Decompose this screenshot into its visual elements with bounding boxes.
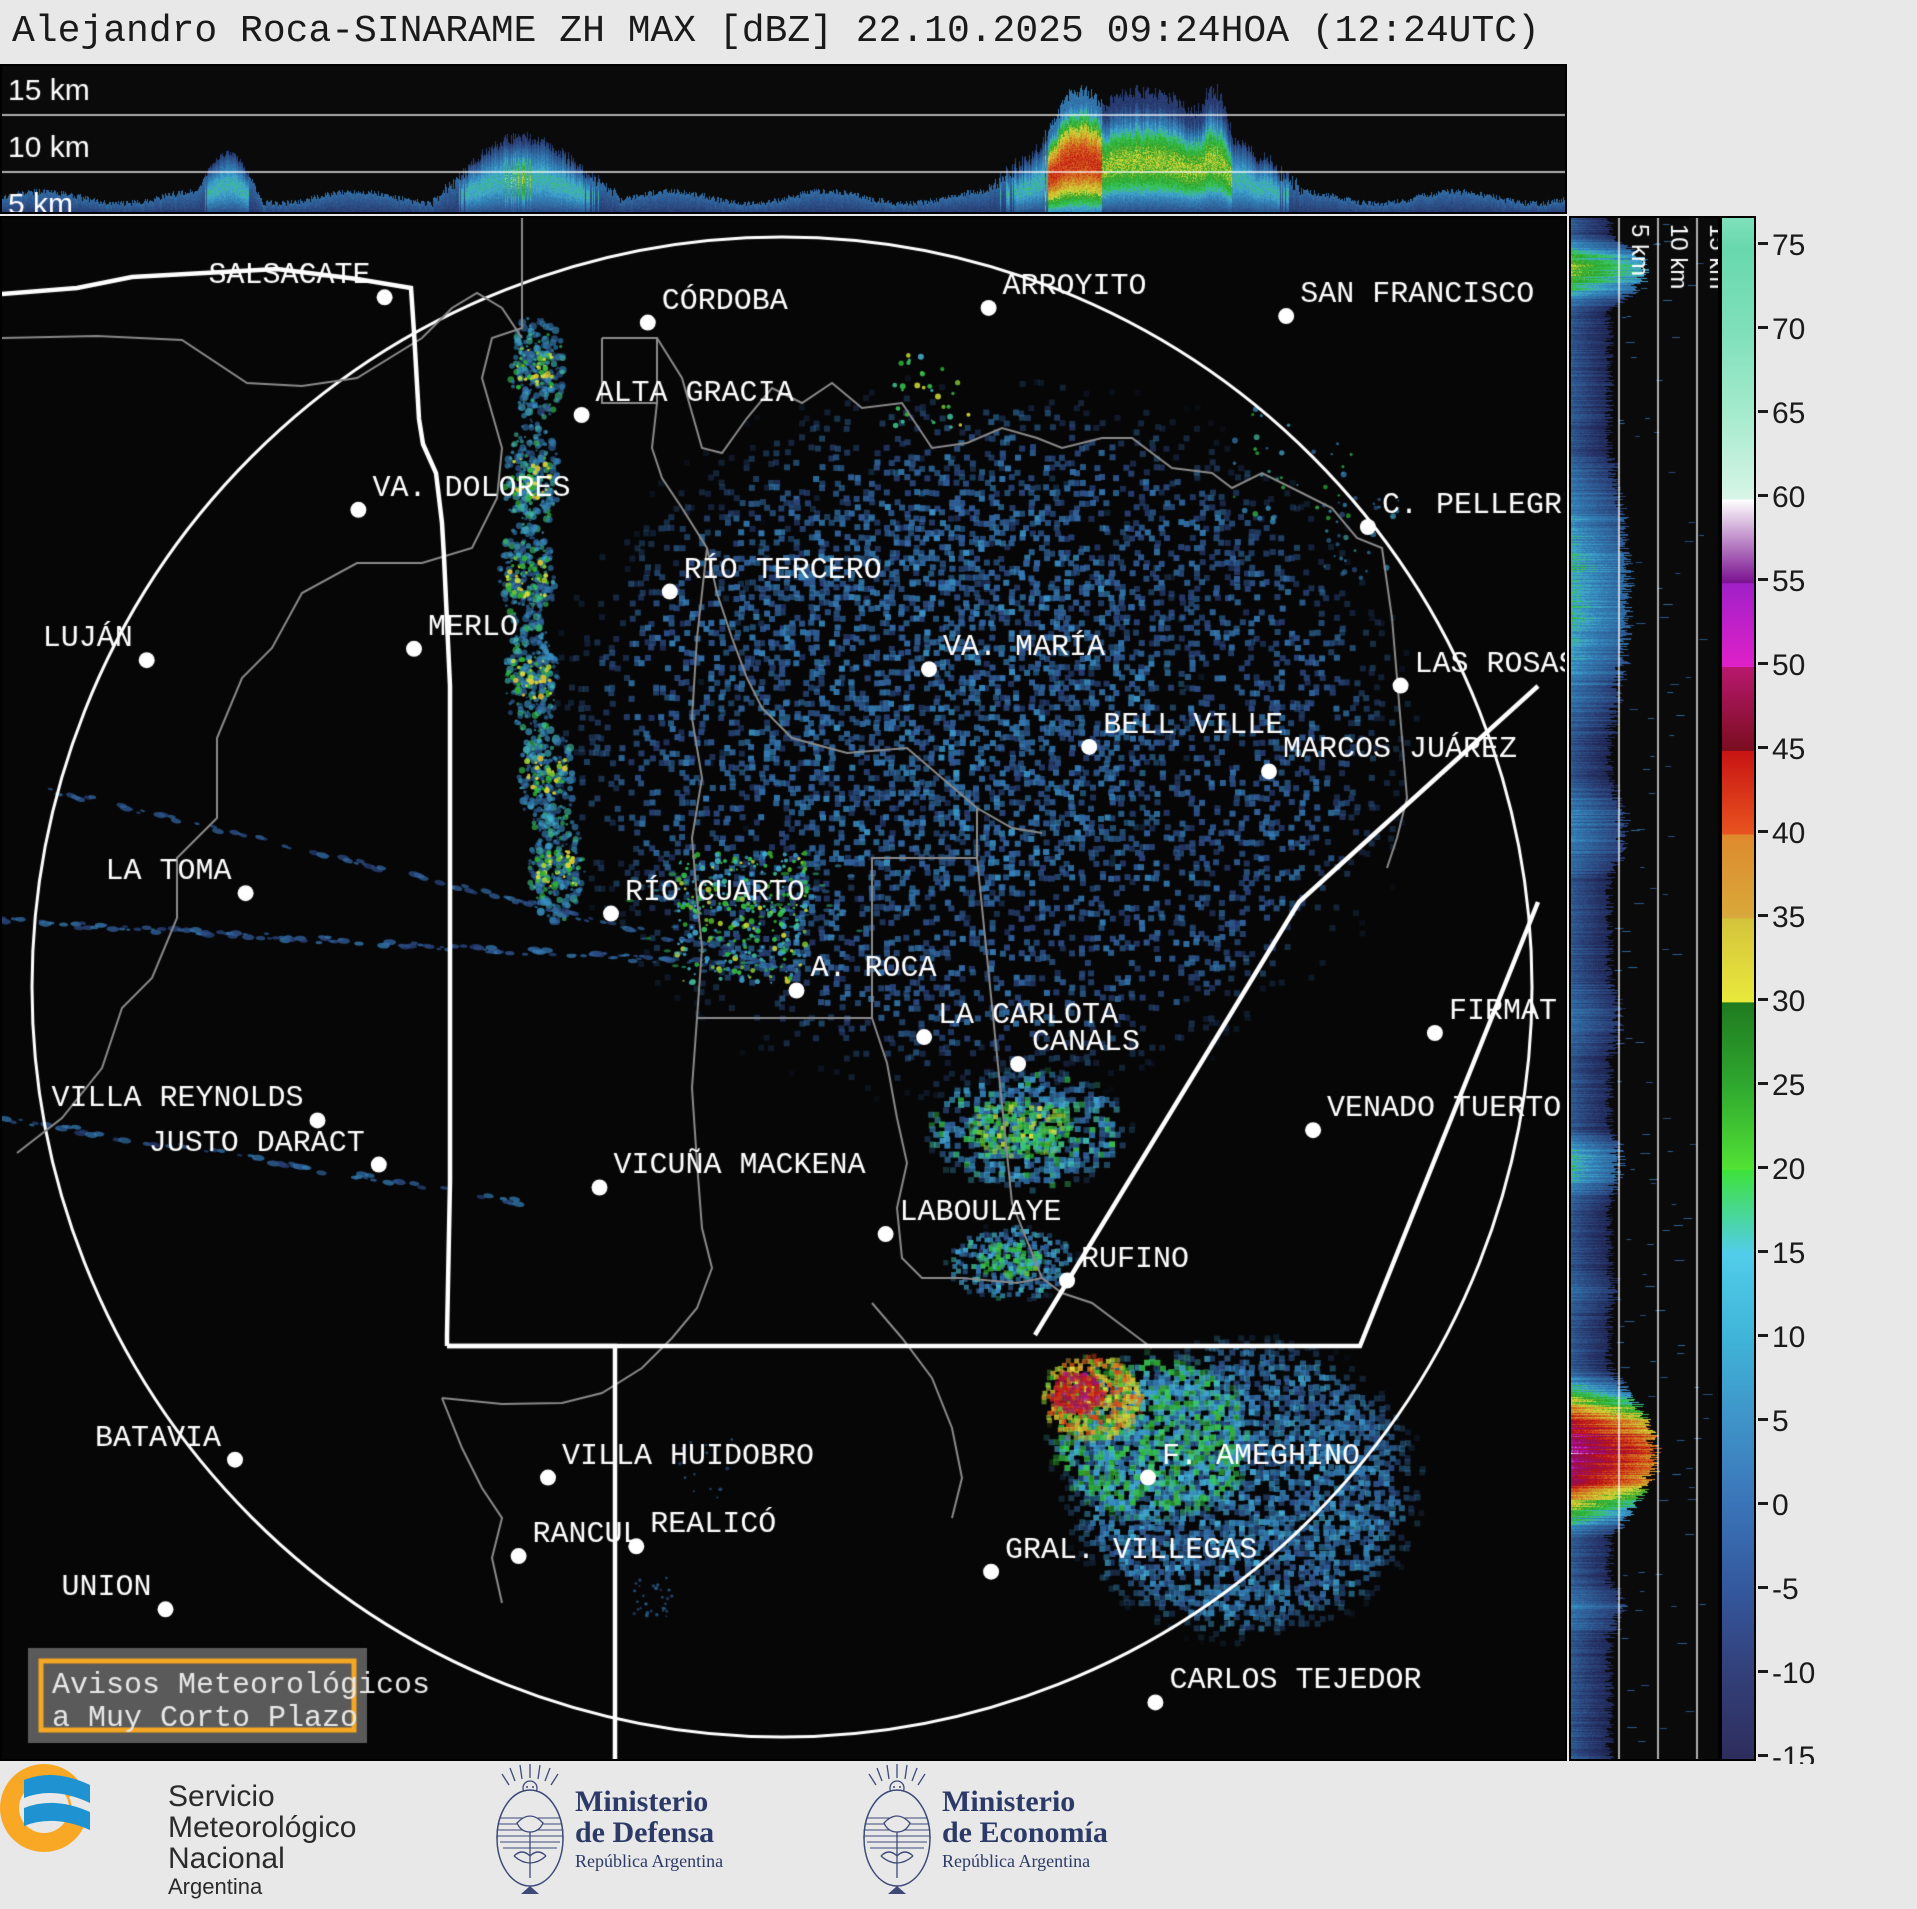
svg-text:Ministerio: Ministerio xyxy=(575,1785,708,1818)
svg-text:República Argentina: República Argentina xyxy=(942,1851,1090,1871)
svg-text:Meteorológico: Meteorológico xyxy=(168,1811,356,1844)
svg-text:de Economía: de Economía xyxy=(942,1816,1108,1849)
svg-text:Nacional: Nacional xyxy=(168,1842,285,1875)
svg-text:Servicio: Servicio xyxy=(168,1780,275,1813)
svg-text:Argentina: Argentina xyxy=(168,1874,263,1899)
svg-text:de Defensa: de Defensa xyxy=(575,1816,714,1849)
svg-text:Ministerio: Ministerio xyxy=(942,1785,1075,1818)
svg-text:República Argentina: República Argentina xyxy=(575,1851,723,1871)
